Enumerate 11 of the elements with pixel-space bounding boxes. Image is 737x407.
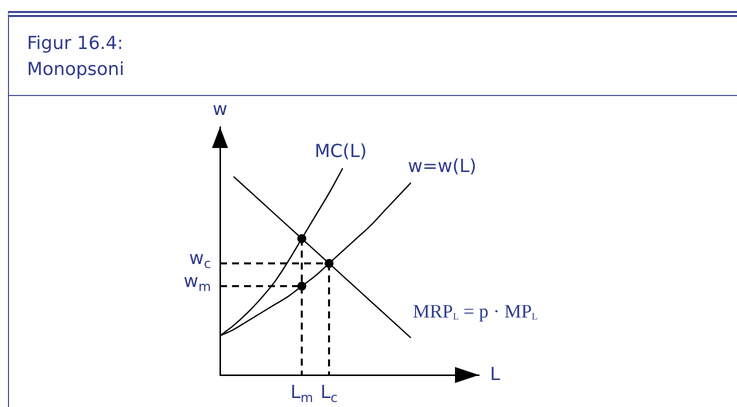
series-label: MRP$_{L}$ = p · MP$_{L}$ — [412, 301, 538, 322]
text: Figur 16.4: — [27, 32, 124, 56]
series-label: w$_{m}$ — [184, 271, 211, 295]
x-axis-title: L — [490, 364, 500, 385]
series-label: MC(L) — [314, 141, 367, 162]
x-tick-label: L$_{m}$ — [290, 382, 314, 406]
x-tick-label: L$_{c}$ — [320, 382, 338, 406]
series-label: w=w(L) — [408, 156, 476, 177]
y-axis-title: w — [212, 99, 228, 120]
series-label: w$_{c}$ — [189, 248, 211, 272]
chart-subtitle: Monopsoni — [27, 58, 124, 82]
